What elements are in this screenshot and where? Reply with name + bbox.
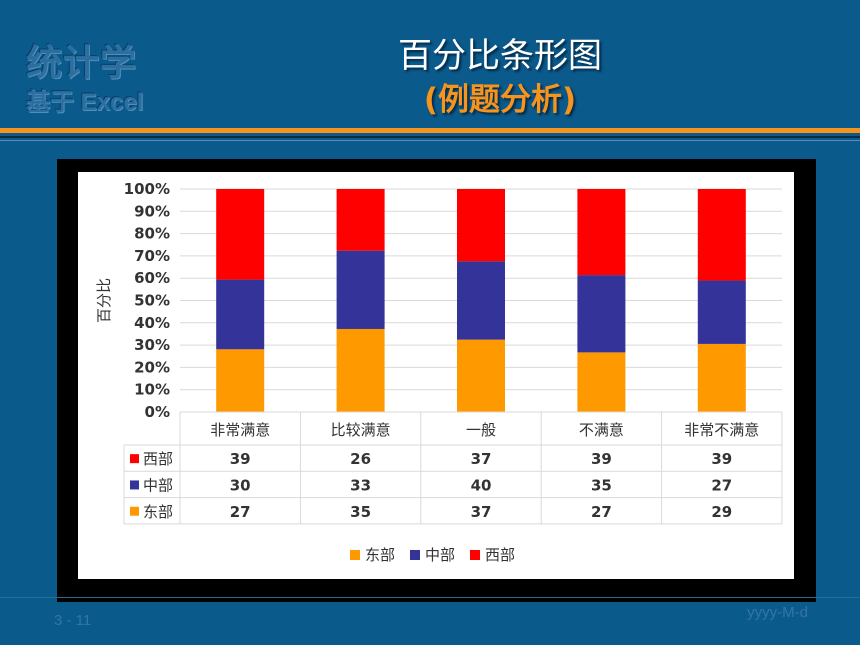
- table-cell-value: 26: [350, 450, 371, 468]
- y-axis-label: 百分比: [95, 278, 113, 323]
- header-rule-orange: [0, 128, 860, 133]
- table-cell-value: 29: [711, 503, 732, 521]
- bar-segment: [336, 328, 385, 412]
- y-tick-label: 80%: [134, 225, 170, 243]
- footer-rule: [0, 597, 860, 598]
- x-category-label: 一般: [466, 421, 496, 439]
- slide-subtitle: (例题分析): [423, 82, 577, 118]
- table-row-label: 东部: [143, 503, 173, 521]
- bar-segment: [336, 250, 385, 329]
- legend-label: 东部: [365, 546, 395, 564]
- table-row-label: 西部: [143, 450, 173, 468]
- y-tick-label: 10%: [134, 381, 170, 399]
- y-tick-label: 70%: [134, 247, 170, 265]
- bar-segment: [457, 339, 505, 412]
- logo-title: 统计学: [26, 43, 138, 84]
- chart-area: 0% 10% 20% 30% 40% 50% 60% 70% 80% 90% 100% 百分比非常满意…: [78, 172, 794, 579]
- y-tick-label: 50%: [134, 292, 170, 310]
- table-cell-value: 40: [471, 476, 492, 494]
- table-legend-key: [130, 506, 139, 516]
- y-tick-label: 90%: [134, 202, 170, 220]
- legend-label: 中部: [425, 546, 455, 564]
- logo: 统计学 基于 Excel: [26, 34, 143, 117]
- bar-segment: [216, 189, 265, 280]
- table-cell-value: 37: [471, 450, 492, 468]
- bar-segment: [577, 189, 626, 276]
- table-legend-key: [130, 480, 139, 490]
- bar-segment: [577, 352, 626, 412]
- y-tick-label: 20%: [134, 358, 170, 376]
- table-cell-value: 35: [591, 476, 612, 494]
- legend-swatch: [350, 550, 360, 560]
- slide-date: yyyy-M-d: [747, 604, 808, 621]
- bar-segment: [457, 261, 505, 340]
- table-cell-value: 27: [230, 503, 251, 521]
- bar-segment: [697, 189, 746, 281]
- y-tick-label: 40%: [134, 314, 170, 332]
- y-tick-label: 60%: [134, 269, 170, 287]
- x-category-label: 非常不满意: [684, 421, 759, 439]
- table-cell-value: 30: [230, 476, 251, 494]
- x-category-label: 非常满意: [210, 421, 270, 439]
- table-cell-value: 39: [711, 450, 732, 468]
- table-cell-value: 27: [591, 503, 612, 521]
- bar-segment: [697, 280, 746, 344]
- legend-swatch: [470, 550, 480, 560]
- table-legend-key: [130, 454, 139, 464]
- y-tick-label: 100%: [124, 180, 170, 198]
- y-tick-label: 30%: [134, 336, 170, 354]
- legend-label: 西部: [485, 546, 515, 564]
- bar-segment: [336, 189, 385, 251]
- table-cell-value: 39: [591, 450, 612, 468]
- table-cell-value: 35: [350, 503, 371, 521]
- legend-swatch: [410, 550, 420, 560]
- table-cell-value: 39: [230, 450, 251, 468]
- bar-segment: [216, 349, 265, 412]
- table-cell-value: 37: [471, 503, 492, 521]
- x-category-label: 不满意: [579, 421, 624, 439]
- table-cell-value: 33: [350, 476, 371, 494]
- bar-segment: [216, 279, 265, 350]
- x-category-label: 比较满意: [331, 421, 391, 439]
- bar-segment: [457, 189, 505, 262]
- bar-segment: [577, 275, 626, 353]
- table-cell-value: 27: [711, 476, 732, 494]
- slide-number: 3 - 11: [54, 612, 92, 629]
- table-row-label: 中部: [143, 476, 173, 494]
- header-rule-dark: [0, 136, 860, 138]
- slide-title: 百分比条形图: [398, 36, 602, 76]
- stacked-percent-bar-chart: 0% 10% 20% 30% 40% 50% 60% 70% 80% 90% 100% 百分比非常满意…: [95, 180, 783, 564]
- logo-subtitle: 基于 Excel: [26, 89, 144, 116]
- y-tick-label: 0%: [145, 403, 170, 421]
- header-rule-light: [0, 140, 860, 141]
- bar-segment: [697, 343, 746, 412]
